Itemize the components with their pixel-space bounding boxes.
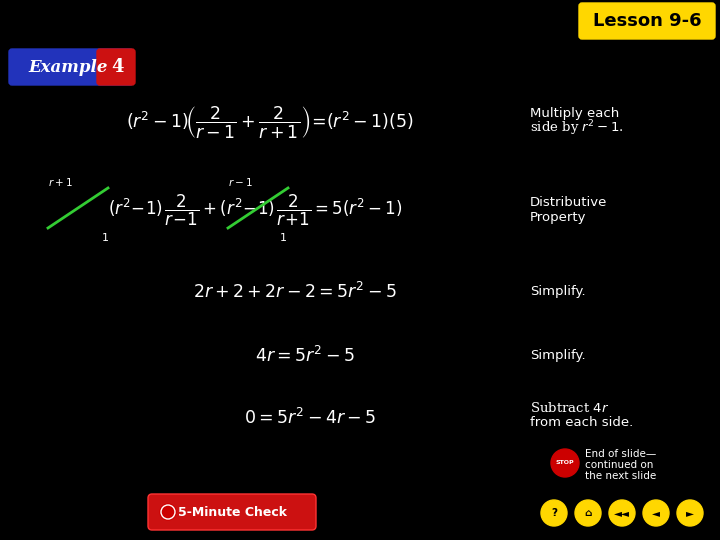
Text: side by $r^2-1$.: side by $r^2-1$. [530, 118, 624, 138]
Text: ⌂: ⌂ [585, 508, 592, 518]
Text: $0=5r^2-4r-5$: $0=5r^2-4r-5$ [244, 408, 376, 428]
FancyBboxPatch shape [9, 49, 133, 85]
Text: End of slide—: End of slide— [585, 449, 656, 459]
FancyBboxPatch shape [97, 49, 135, 85]
Text: from each side.: from each side. [530, 416, 634, 429]
Text: 4: 4 [112, 58, 125, 76]
Circle shape [643, 500, 669, 526]
Text: Property: Property [530, 212, 587, 225]
Text: $r+1$: $r+1$ [48, 176, 72, 188]
Text: Multiply each: Multiply each [530, 106, 619, 119]
Text: Lesson 9-6: Lesson 9-6 [593, 12, 701, 30]
Circle shape [575, 500, 601, 526]
Text: Subtract $4r$: Subtract $4r$ [530, 401, 609, 415]
Text: 5-Minute Check: 5-Minute Check [178, 507, 287, 519]
Text: Simplify.: Simplify. [530, 286, 585, 299]
Circle shape [551, 449, 579, 477]
Text: continued on: continued on [585, 460, 653, 470]
FancyBboxPatch shape [579, 3, 715, 39]
Text: Distributive: Distributive [530, 197, 608, 210]
Text: ►: ► [686, 508, 694, 518]
Text: $4r=5r^2-5$: $4r=5r^2-5$ [255, 346, 355, 366]
Text: the next slide: the next slide [585, 471, 656, 481]
Text: $r-1$: $r-1$ [228, 176, 252, 188]
Text: Example: Example [28, 58, 108, 76]
Text: $(r^2\!-\!1)\,\dfrac{2}{r\!-\!1}+(r^2\!-\!1)\,\dfrac{2}{r\!+\!1}=5(r^2-1)$: $(r^2\!-\!1)\,\dfrac{2}{r\!-\!1}+(r^2\!-… [108, 192, 402, 227]
Text: $1$: $1$ [101, 231, 109, 243]
Text: ◄◄: ◄◄ [614, 508, 630, 518]
FancyBboxPatch shape [148, 494, 316, 530]
Text: $(r^2-1)\!\left(\dfrac{2}{r-1}+\dfrac{2}{r+1}\right)\!=\!(r^2-1)(5)$: $(r^2-1)\!\left(\dfrac{2}{r-1}+\dfrac{2}… [126, 104, 414, 140]
Circle shape [160, 504, 176, 520]
Text: STOP: STOP [556, 461, 575, 465]
Text: ?: ? [551, 508, 557, 518]
Text: $1$: $1$ [279, 231, 287, 243]
Circle shape [677, 500, 703, 526]
Text: Simplify.: Simplify. [530, 349, 585, 362]
Circle shape [541, 500, 567, 526]
Text: $2r+2+2r-2=5r^2-5$: $2r+2+2r-2=5r^2-5$ [193, 282, 397, 302]
Circle shape [609, 500, 635, 526]
Text: ◄: ◄ [652, 508, 660, 518]
